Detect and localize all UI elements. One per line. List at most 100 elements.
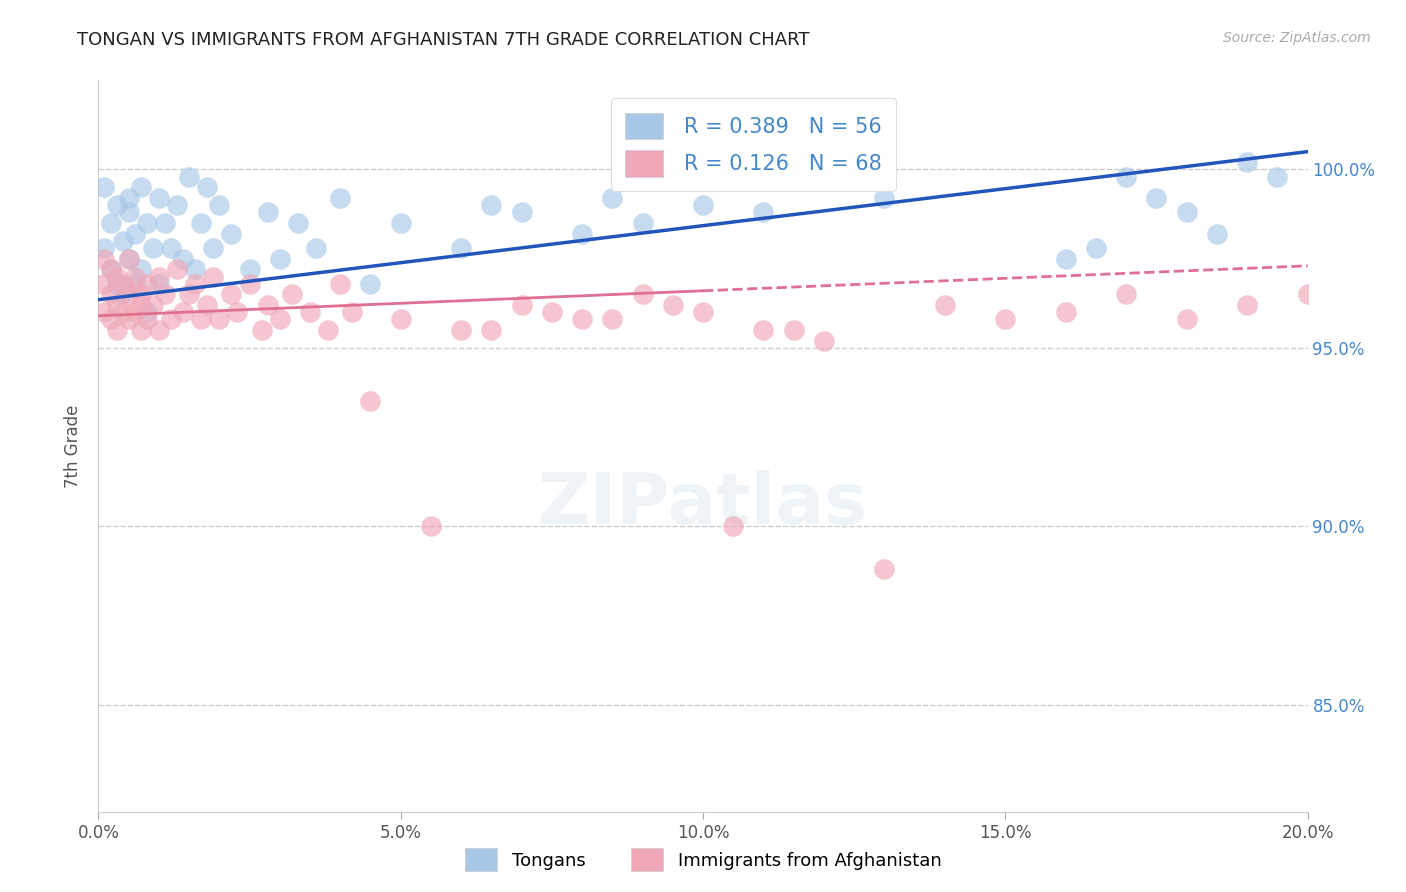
Point [100, 262, 122, 277]
Point [105, 269, 128, 284]
Point [1236, 298, 1258, 312]
Point [202, 241, 225, 255]
Point [195, 180, 218, 194]
Point [179, 169, 201, 184]
Point [723, 519, 745, 533]
Point [994, 312, 1017, 326]
Point [602, 312, 624, 326]
Point [179, 287, 201, 301]
Point [389, 312, 412, 326]
Point [142, 298, 165, 312]
Point [1267, 169, 1289, 184]
Point [752, 205, 775, 219]
Point [142, 241, 165, 255]
Point [269, 312, 291, 326]
Point [1144, 191, 1167, 205]
Point [631, 216, 654, 230]
Point [1175, 205, 1198, 219]
Point [148, 269, 170, 284]
Point [1115, 169, 1137, 184]
Point [148, 323, 170, 337]
Point [389, 216, 412, 230]
Point [661, 298, 683, 312]
Point [166, 198, 188, 212]
Point [540, 305, 562, 319]
Point [510, 205, 533, 219]
Point [571, 227, 593, 241]
Point [153, 216, 176, 230]
Point [208, 198, 231, 212]
Point [571, 312, 593, 326]
Point [250, 323, 273, 337]
Point [153, 287, 176, 301]
Point [510, 298, 533, 312]
Point [124, 277, 146, 291]
Point [692, 198, 714, 212]
Point [1296, 287, 1319, 301]
Point [450, 241, 472, 255]
Point [631, 287, 654, 301]
Point [221, 287, 243, 301]
Point [100, 287, 122, 301]
Point [184, 277, 207, 291]
Point [118, 191, 141, 205]
Point [184, 262, 207, 277]
Point [135, 305, 157, 319]
Point [129, 323, 152, 337]
Point [190, 216, 212, 230]
Point [160, 312, 183, 326]
Point [124, 227, 146, 241]
Point [692, 305, 714, 319]
Point [129, 262, 152, 277]
Point [105, 277, 128, 291]
Point [239, 262, 262, 277]
Point [129, 287, 152, 301]
Point [118, 205, 141, 219]
Point [450, 323, 472, 337]
Point [148, 191, 170, 205]
Point [226, 305, 249, 319]
Point [111, 277, 134, 291]
Point [195, 298, 218, 312]
Point [135, 277, 157, 291]
Point [329, 191, 352, 205]
Point [111, 287, 134, 301]
Point [135, 312, 157, 326]
Point [256, 205, 278, 219]
Point [93, 305, 115, 319]
Point [111, 234, 134, 248]
Point [166, 262, 188, 277]
Point [172, 305, 194, 319]
Text: ZIPatlas: ZIPatlas [538, 470, 868, 539]
Point [129, 298, 152, 312]
Point [783, 323, 806, 337]
Point [1054, 305, 1077, 319]
Point [305, 241, 328, 255]
Point [299, 305, 322, 319]
Point [124, 305, 146, 319]
Point [221, 227, 243, 241]
Legend: R = 0.389   N = 56, R = 0.126   N = 68: R = 0.389 N = 56, R = 0.126 N = 68 [610, 98, 896, 191]
Point [148, 277, 170, 291]
Point [105, 298, 128, 312]
Point [160, 241, 183, 255]
Point [105, 323, 128, 337]
Point [1236, 155, 1258, 169]
Point [118, 252, 141, 266]
Point [190, 312, 212, 326]
Point [93, 180, 115, 194]
Point [129, 180, 152, 194]
Point [208, 312, 231, 326]
Point [93, 252, 115, 266]
Point [1175, 312, 1198, 326]
Point [287, 216, 309, 230]
Point [481, 198, 503, 212]
Point [316, 323, 339, 337]
Point [481, 323, 503, 337]
Point [202, 269, 225, 284]
Point [100, 312, 122, 326]
Point [1085, 241, 1108, 255]
Point [873, 191, 896, 205]
Point [329, 277, 352, 291]
Legend: Tongans, Immigrants from Afghanistan: Tongans, Immigrants from Afghanistan [457, 841, 949, 879]
